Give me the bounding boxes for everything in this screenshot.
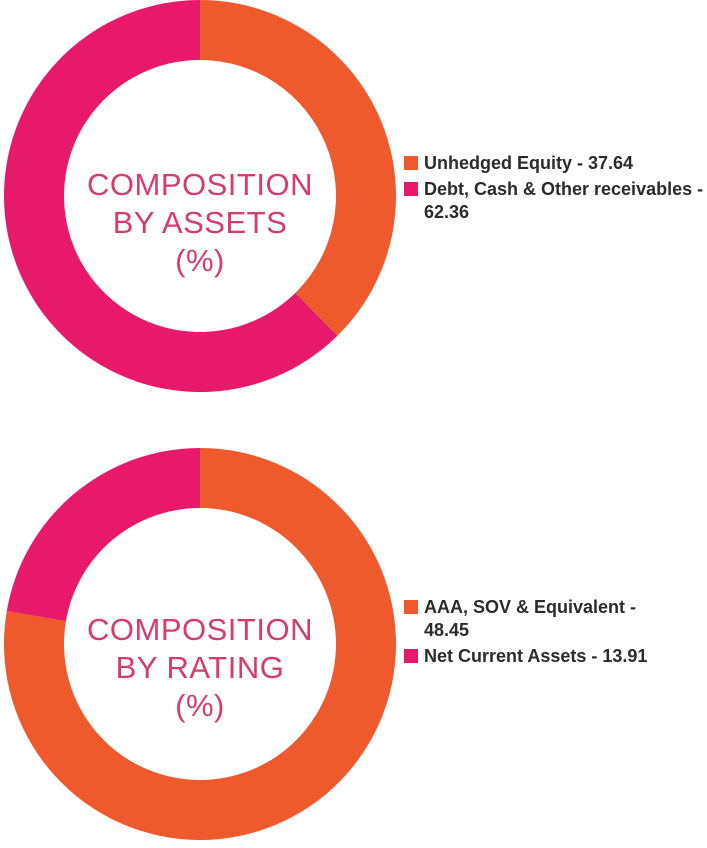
rating-title-line-1: COMPOSITION bbox=[87, 612, 313, 647]
legend-label-debt-cash: Debt, Cash & Other receivables - 62.36 bbox=[424, 179, 704, 222]
donut-slice-0-1 bbox=[3, 0, 338, 393]
assets-title-line-1: COMPOSITION bbox=[87, 167, 313, 202]
rating-donut bbox=[3, 448, 396, 840]
legend-item-debt-cash: Debt, Cash & Other receivables - 62.36 bbox=[404, 178, 704, 224]
legend-swatch-orange bbox=[404, 156, 418, 170]
legend-item-aaa-sov: AAA, SOV & Equivalent - 48.45 bbox=[404, 596, 704, 642]
legend-item-net-current-assets: Net Current Assets - 13.91 bbox=[404, 645, 704, 668]
legend-label-unhedged-equity: Unhedged Equity - 37.64 bbox=[424, 153, 634, 173]
legend-label-aaa-sov: AAA, SOV & Equivalent - 48.45 bbox=[424, 597, 637, 640]
assets-chart: COMPOSITION BY ASSETS (%) Unhedged Equit… bbox=[0, 0, 707, 400]
donut-slice-1-0 bbox=[3, 448, 396, 840]
assets-title-line-2: BY ASSETS bbox=[112, 205, 288, 240]
legend-label-net-current-assets: Net Current Assets - 13.91 bbox=[424, 646, 648, 666]
rating-title-line-2: BY RATING bbox=[115, 650, 285, 685]
assets-donut bbox=[3, 0, 396, 393]
assets-legend: Unhedged Equity - 37.64 Debt, Cash & Oth… bbox=[404, 152, 704, 227]
assets-center-label: COMPOSITION BY ASSETS (%) bbox=[60, 166, 340, 280]
donut-slice-1-1 bbox=[6, 448, 201, 622]
rating-legend: AAA, SOV & Equivalent - 48.45 Net Curren… bbox=[404, 596, 704, 671]
legend-swatch-orange bbox=[404, 600, 418, 614]
rating-title-line-3: (%) bbox=[175, 688, 225, 723]
rating-chart: COMPOSITION BY RATING (%) AAA, SOV & Equ… bbox=[0, 448, 707, 848]
legend-swatch-pink bbox=[404, 649, 418, 663]
donut-slice-0-0 bbox=[200, 0, 396, 336]
legend-item-unhedged-equity: Unhedged Equity - 37.64 bbox=[404, 152, 704, 175]
rating-center-label: COMPOSITION BY RATING (%) bbox=[60, 611, 340, 725]
assets-title-line-3: (%) bbox=[175, 243, 225, 278]
legend-swatch-pink bbox=[404, 182, 418, 196]
